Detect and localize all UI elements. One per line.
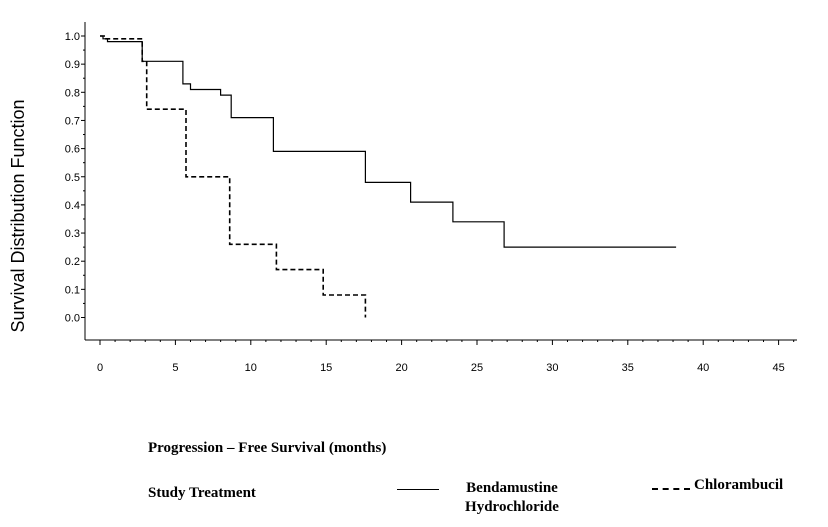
y-tick-label: 0.0 <box>65 313 80 325</box>
y-tick-label: 0.6 <box>65 144 80 156</box>
x-tick-label: 20 <box>395 362 407 374</box>
y-tick-label: 0.8 <box>65 87 80 99</box>
y-axis-label: Survival Distribution Function <box>8 99 28 332</box>
y-tick-label: 0.7 <box>65 115 80 127</box>
x-tick-label: 0 <box>97 362 103 374</box>
x-tick-label: 45 <box>772 362 784 374</box>
x-tick-label: 5 <box>172 362 178 374</box>
x-tick-label: 40 <box>697 362 709 374</box>
y-tick-label: 0.5 <box>65 172 80 184</box>
y-tick-label: 0.9 <box>65 59 80 71</box>
y-tick-label: 1.0 <box>65 31 80 43</box>
y-tick-label: 0.1 <box>65 284 80 296</box>
y-tick-label: 0.3 <box>65 228 80 240</box>
chart-axes <box>84 22 797 341</box>
chart-series <box>100 35 677 318</box>
y-tick-label: 0.4 <box>65 200 80 212</box>
y-tick-label: 0.2 <box>65 256 80 268</box>
x-tick-label: 35 <box>622 362 634 374</box>
x-axis-label: Progression – Free Survival (months) <box>148 440 387 456</box>
x-tick-label: 30 <box>546 362 558 374</box>
x-tick-label: 15 <box>320 362 332 374</box>
series-line-bendamustine <box>100 35 677 248</box>
series-line-chlorambucil <box>100 35 367 318</box>
x-tick-label: 25 <box>471 362 483 374</box>
chart-ticks: 0.0 0.1 0.2 0.3 0.4 0.5 0.6 0.7 0.8 0.9 1.0 0 5 10 15 2… <box>65 31 795 374</box>
x-tick-label: 10 <box>245 362 257 374</box>
